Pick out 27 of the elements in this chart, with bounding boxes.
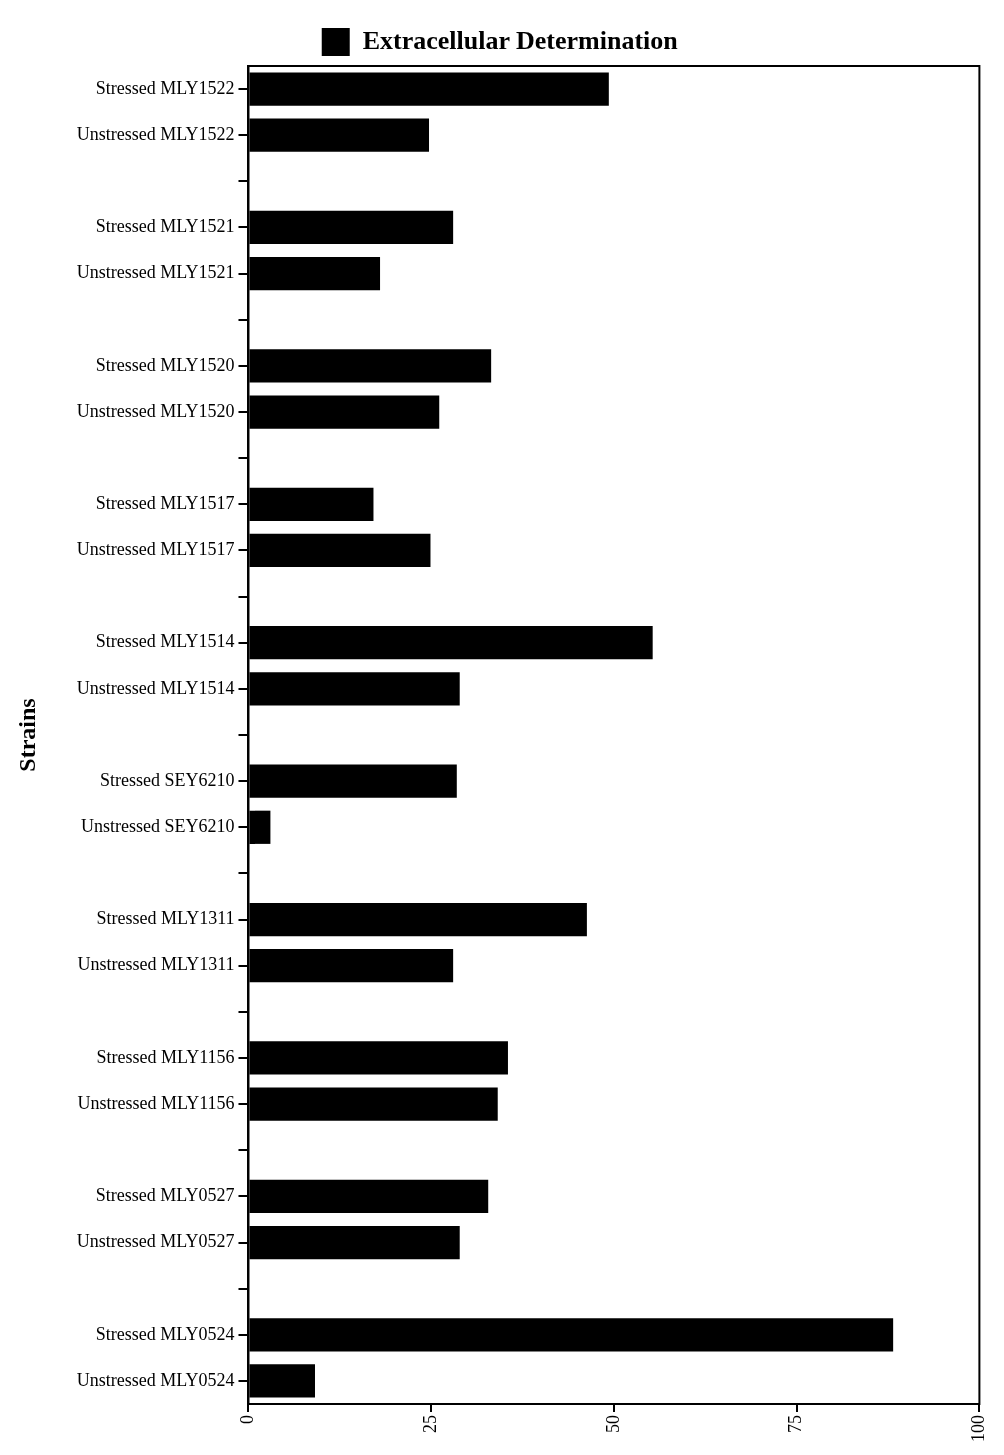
x-tick-label: 100 — [968, 1415, 989, 1442]
y-tick-label: Stressed MLY0527 — [95, 1185, 235, 1206]
y-tick-label: Stressed MLY1311 — [96, 908, 235, 929]
y-tick-label: Unstressed MLY1517 — [76, 539, 235, 560]
x-tick-label: 75 — [785, 1415, 806, 1433]
y-tick-label: Stressed MLY0524 — [95, 1323, 235, 1344]
y-tick-label: Stressed SEY6210 — [99, 769, 235, 790]
y-tick-label: Unstressed MLY1514 — [76, 677, 235, 698]
x-tick-label: 25 — [419, 1415, 440, 1433]
y-tick-label: Unstressed SEY6210 — [80, 816, 235, 837]
y-tick-label: Unstressed MLY1521 — [76, 262, 235, 283]
y-tick-label: Unstressed MLY0524 — [76, 1369, 235, 1390]
y-tick-label: Stressed MLY1514 — [95, 631, 235, 652]
y-tick-label: Unstressed MLY0527 — [76, 1231, 235, 1252]
legend-label: Extracellular Determination — [362, 25, 679, 55]
y-tick-label: Stressed MLY1517 — [95, 493, 235, 514]
y-tick-label: Stressed MLY1521 — [95, 216, 235, 237]
y-tick-label: Unstressed MLY1522 — [76, 123, 235, 144]
y-tick-label: Stressed MLY1156 — [96, 1046, 235, 1067]
y-tick-label: Unstressed MLY1156 — [77, 1092, 235, 1113]
y-tick-label: Stressed MLY1522 — [95, 77, 235, 98]
y-tick-label: Unstressed MLY1520 — [76, 400, 235, 421]
y-tick-label: Unstressed MLY1311 — [77, 954, 235, 975]
x-tick-label: 0 — [237, 1415, 258, 1424]
y-axis-title: Strains — [13, 698, 40, 772]
y-tick-label: Stressed MLY1520 — [95, 354, 235, 375]
x-tick-label: 50 — [602, 1415, 623, 1433]
